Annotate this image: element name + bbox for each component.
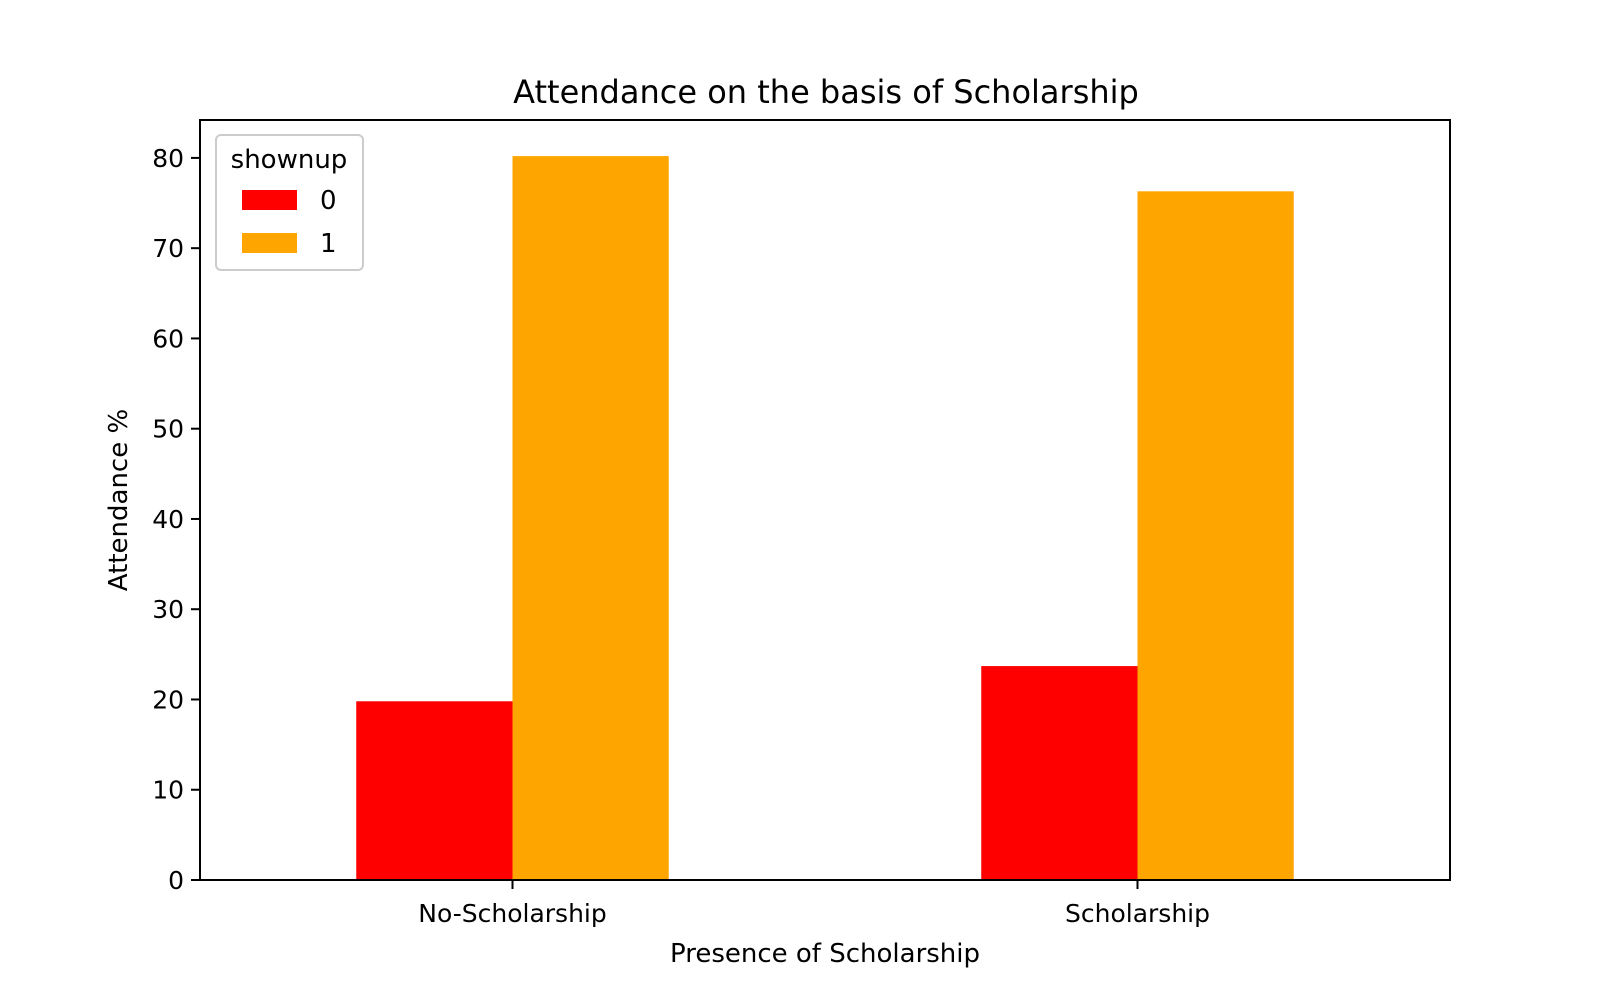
- legend-label-1: 1: [320, 229, 337, 259]
- bars-group: [356, 156, 1294, 881]
- y-tick-label: 70: [152, 234, 184, 263]
- legend-label-0: 0: [320, 186, 337, 216]
- legend-swatch-1: [242, 233, 297, 253]
- x-tick-label: No-Scholarship: [418, 899, 606, 928]
- x-axis-ticks: No-Scholarship Scholarship: [418, 880, 1210, 928]
- bar-series-1-no-scholarship: [512, 156, 669, 881]
- x-tick-label: Scholarship: [1065, 899, 1210, 928]
- bar-series-0-no-scholarship: [356, 701, 513, 880]
- y-axis-ticks: 0 10 20 30 40 50 60 70 80: [152, 144, 200, 895]
- plot-area-frame: [199, 119, 1451, 881]
- bar-series-1-scholarship: [1137, 191, 1294, 881]
- legend-title: shownup: [231, 145, 348, 175]
- y-tick-label: 60: [152, 324, 184, 353]
- x-axis-label: Presence of Scholarship: [670, 939, 980, 969]
- y-tick-label: 10: [152, 776, 184, 805]
- y-tick-label: 30: [152, 595, 184, 624]
- legend-swatch-0: [242, 190, 297, 210]
- y-tick-label: 80: [152, 144, 184, 173]
- bar-series-0-scholarship: [981, 666, 1138, 880]
- y-tick-label: 40: [152, 505, 184, 534]
- y-tick-label: 0: [168, 866, 184, 895]
- y-tick-label: 20: [152, 685, 184, 714]
- y-tick-label: 50: [152, 415, 184, 444]
- legend: shownup 0 1: [215, 134, 364, 271]
- chart-title: Attendance on the basis of Scholarship: [513, 73, 1139, 111]
- y-axis-label: Attendance %: [104, 409, 134, 591]
